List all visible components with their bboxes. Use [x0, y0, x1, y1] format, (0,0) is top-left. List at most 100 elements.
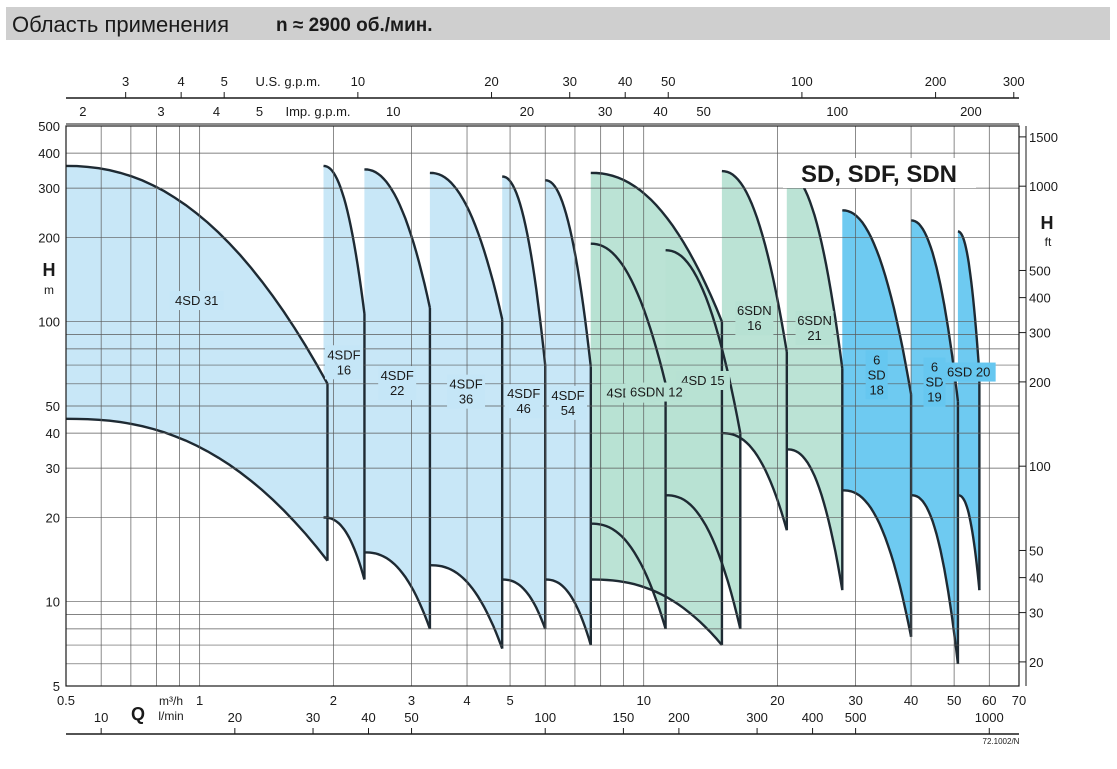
x-tick-label-us-gpm: 200 [925, 74, 947, 89]
y-axis-unit-left: m [44, 283, 54, 297]
x-axis-symbol: Q [131, 704, 145, 724]
x-tick-label-imp-gpm: 3 [157, 104, 164, 119]
x-tick-label-m3h: 10 [636, 693, 650, 708]
x-tick-label-imp-gpm: 50 [696, 104, 710, 119]
series-label: 6SDN 12 [625, 382, 688, 402]
x-tick-label-us-gpm: 20 [484, 74, 498, 89]
y-tick-label-ft: 500 [1029, 263, 1051, 278]
series-label-bg [923, 357, 946, 407]
x-tick-label-imp-gpm: 10 [386, 104, 400, 119]
series-label-text: 16 [747, 318, 761, 333]
y-tick-label-m: 30 [46, 461, 60, 476]
series-label-text: 19 [927, 390, 941, 405]
series-label-bg [795, 310, 834, 345]
y-tick-label-ft: 30 [1029, 606, 1043, 621]
series-label-text: 16 [337, 362, 351, 377]
x-tick-label-m3h: 30 [848, 693, 862, 708]
series-label: 6SD 20 [941, 362, 996, 382]
series-area-6-sd-18 [842, 210, 912, 637]
x-tick-label-m3h: 60 [982, 693, 996, 708]
x-tick-label-lmin: 300 [746, 710, 768, 725]
series-bottom-curve-4sdf-16 [323, 516, 366, 580]
series-top-curve-6-sd-19 [910, 219, 960, 402]
series-top-curve-4sdf-22 [364, 168, 432, 309]
y-axis-unit-right: ft [1045, 235, 1052, 249]
x-tick-label-m3h: 4 [463, 693, 470, 708]
series-area-6sd-20 [957, 231, 980, 591]
y-tick-label-m: 100 [38, 315, 60, 330]
speed-label: n ≈ 2900 об./мин. [276, 15, 433, 36]
y-tick-label-ft: 200 [1029, 375, 1051, 390]
x-tick-label-imp-gpm: 40 [653, 104, 667, 119]
series-bottom-curve-6sdn-12 [590, 578, 723, 646]
series-label: 4SD 15 [675, 370, 730, 390]
y-tick-label-m: 10 [46, 595, 60, 610]
series-area-4sdf-36 [429, 172, 503, 649]
series-label-text: 6SDN 12 [630, 385, 683, 400]
grid [66, 126, 1020, 686]
y-tick-label-m: 20 [46, 510, 60, 525]
x-tick-label-m3h: 70 [1012, 693, 1026, 708]
series-label-text: 21 [807, 328, 821, 343]
page-title: Область применения [12, 12, 229, 37]
series-label-text: 46 [516, 401, 530, 416]
series-label-bg [865, 350, 888, 400]
series-label-text: SD [925, 375, 943, 390]
chart-title: SD, SDF, SDN [801, 161, 957, 188]
series-top-curve-4sdf-16 [323, 164, 366, 314]
series-bottom-curve-6sdn-21 [786, 448, 844, 591]
series-bottom-curve-4sdf-46 [502, 578, 547, 630]
x-tick-label-m3h: 20 [770, 693, 784, 708]
x-tick-label-imp-gpm: 20 [520, 104, 534, 119]
series-label-text: 6SDN [797, 313, 832, 328]
series-top-curve-4sd-10 [590, 242, 667, 385]
x-tick-label-lmin: 400 [802, 710, 824, 725]
x-tick-label-us-gpm: 10 [351, 74, 365, 89]
x-tick-label-lmin: 20 [228, 710, 242, 725]
series-top-curve-4sdf-36 [429, 171, 504, 320]
y-tick-label-ft: 40 [1029, 571, 1043, 586]
series-label-bg [169, 291, 224, 311]
x-axis-unit-m3h: m³/h [159, 694, 183, 708]
y-axis-symbol-left: H [43, 260, 56, 280]
x-tick-label-lmin: 50 [404, 710, 418, 725]
series-top-curve-4sd-31 [65, 164, 329, 385]
x-tick-label-us-gpm: 4 [178, 74, 185, 89]
series-label-text: 22 [390, 383, 404, 398]
x-tick-label-imp-gpm: 2 [79, 104, 86, 119]
series-bottom-curve-4sd-31 [65, 417, 329, 562]
y-tick-label-ft: 20 [1029, 655, 1043, 670]
y-tick-label-ft: 400 [1029, 291, 1051, 306]
series-label-bg [625, 382, 688, 402]
x-tick-label-m3h: 40 [904, 693, 918, 708]
y-tick-label-m: 40 [46, 426, 60, 441]
series-label-text: 4SD 15 [681, 373, 724, 388]
series-label-text: 18 [869, 382, 883, 397]
y-tick-label-m: 500 [38, 119, 60, 134]
series-bottom-curve-6-sd-19 [911, 494, 960, 664]
y-tick-label-m: 5 [53, 679, 60, 694]
series-label-bg [324, 345, 363, 380]
x-axis-unit-lmin: l/min [158, 709, 183, 723]
series-bottom-curve-4sdf-54 [545, 578, 592, 646]
series-top-curve-6sdn-12 [590, 171, 724, 323]
x-axis-us-label: U.S. g.p.m. [255, 74, 320, 89]
x-tick-label-us-gpm: 300 [1003, 74, 1025, 89]
series-label: 4SD 31 [169, 291, 224, 311]
series-label-text: 6 [931, 360, 938, 375]
y-tick-label-m: 400 [38, 146, 60, 161]
x-tick-label-m3h: 1 [196, 693, 203, 708]
x-tick-label-imp-gpm: 100 [826, 104, 848, 119]
series-area-6sdn-16 [721, 171, 787, 531]
x-tick-label-lmin: 150 [613, 710, 635, 725]
series-label-text: 6 [873, 352, 880, 367]
y-tick-label-m: 300 [38, 181, 60, 196]
y-tick-label-m: 200 [38, 230, 60, 245]
x-tick-label-lmin: 40 [361, 710, 375, 725]
series-bottom-curve-4sdf-36 [429, 564, 504, 650]
